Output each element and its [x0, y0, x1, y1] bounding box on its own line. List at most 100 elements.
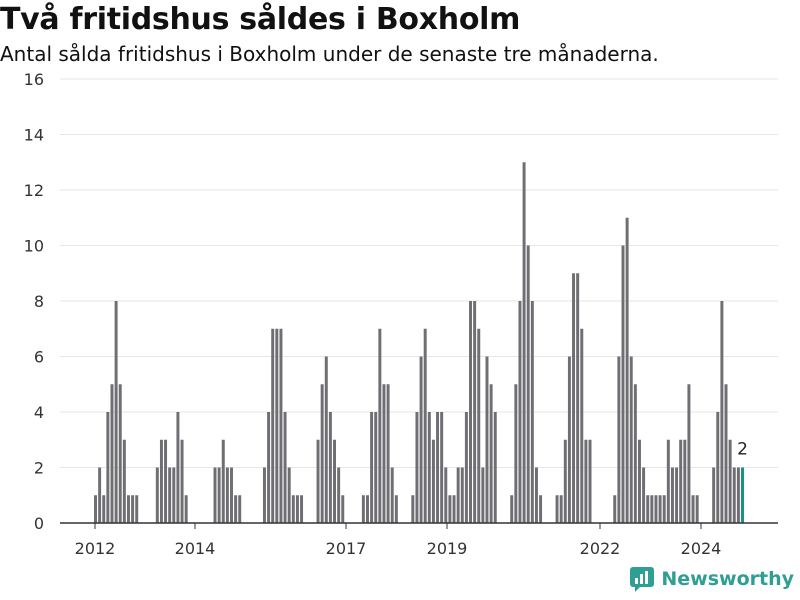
bar — [489, 384, 493, 523]
bar — [411, 495, 415, 523]
bar — [485, 356, 489, 523]
bar — [695, 495, 699, 523]
x-tick-label: 2012 — [75, 539, 116, 558]
bar — [234, 495, 238, 523]
bar — [230, 467, 233, 523]
bar — [617, 356, 621, 523]
bar — [271, 328, 275, 523]
bar — [563, 439, 567, 523]
y-tick-label: 16 — [24, 70, 44, 89]
bar — [291, 495, 295, 523]
bar — [456, 467, 460, 523]
bar — [670, 467, 674, 523]
x-tick-label: 2019 — [427, 539, 468, 558]
bar — [666, 439, 670, 523]
bar — [159, 439, 163, 523]
bar — [386, 384, 390, 523]
bar — [370, 412, 374, 523]
bar — [267, 412, 271, 523]
bar — [300, 495, 304, 523]
bar — [217, 467, 221, 523]
x-tick-label: 2017 — [326, 539, 367, 558]
bar — [122, 439, 126, 523]
bar — [572, 273, 576, 523]
bar — [650, 495, 654, 523]
y-tick-label: 8 — [34, 292, 44, 311]
bar — [415, 412, 419, 523]
bar — [221, 439, 225, 523]
bar — [378, 328, 382, 523]
bar — [155, 467, 159, 523]
bar — [555, 495, 559, 523]
latest-value-label: 2 — [737, 440, 748, 460]
bar — [530, 301, 534, 523]
bar — [477, 328, 481, 523]
bar — [94, 495, 97, 523]
bar — [460, 467, 464, 523]
bar — [584, 439, 588, 523]
bar — [131, 495, 135, 523]
bar — [679, 439, 683, 523]
bar — [526, 245, 530, 523]
bar — [736, 467, 740, 523]
bar — [559, 495, 563, 523]
bar — [444, 467, 448, 523]
bar — [361, 495, 365, 523]
bar — [333, 439, 337, 523]
bar — [633, 384, 637, 523]
bar — [440, 412, 444, 523]
bar — [687, 384, 691, 523]
bar — [295, 495, 299, 523]
bar — [126, 495, 130, 523]
bar — [728, 439, 732, 523]
bar — [366, 495, 369, 523]
bar — [176, 412, 180, 523]
y-tick-label: 0 — [34, 514, 44, 533]
bar — [567, 356, 571, 523]
x-tick-label: 2014 — [175, 539, 216, 558]
bar — [324, 356, 328, 523]
bar — [172, 467, 176, 523]
bar — [675, 467, 679, 523]
bar — [275, 328, 279, 523]
chart-subtitle: Antal sålda fritidshus i Boxholm under d… — [0, 42, 659, 66]
bar — [493, 412, 497, 523]
x-tick-label: 2024 — [681, 539, 722, 558]
bar — [283, 412, 287, 523]
bar — [654, 495, 658, 523]
bar — [102, 495, 106, 523]
bar — [184, 495, 188, 523]
bar — [110, 384, 114, 523]
bar — [732, 467, 736, 523]
bar — [720, 301, 724, 523]
bar — [423, 328, 427, 523]
brand-logo[interactable]: Newsworthy — [629, 566, 794, 592]
bar — [213, 467, 217, 523]
bar — [510, 495, 514, 523]
y-tick-label: 4 — [34, 403, 44, 422]
bar — [658, 495, 662, 523]
bar — [238, 495, 242, 523]
bar — [534, 467, 538, 523]
bar — [427, 412, 431, 523]
bar — [522, 162, 526, 523]
bar — [118, 384, 122, 523]
bar — [621, 245, 625, 523]
bar — [262, 467, 266, 523]
bar — [316, 439, 320, 523]
bar — [588, 439, 592, 523]
bar — [514, 384, 518, 523]
bar — [135, 495, 139, 523]
bar — [646, 495, 650, 523]
bar — [576, 273, 580, 523]
bar — [683, 439, 687, 523]
bar — [716, 412, 720, 523]
x-tick-label: 2022 — [580, 539, 621, 558]
bar — [613, 495, 617, 523]
bar — [287, 467, 291, 523]
bar — [382, 384, 386, 523]
bar — [341, 495, 345, 523]
bar — [452, 495, 456, 523]
bar — [180, 439, 184, 523]
